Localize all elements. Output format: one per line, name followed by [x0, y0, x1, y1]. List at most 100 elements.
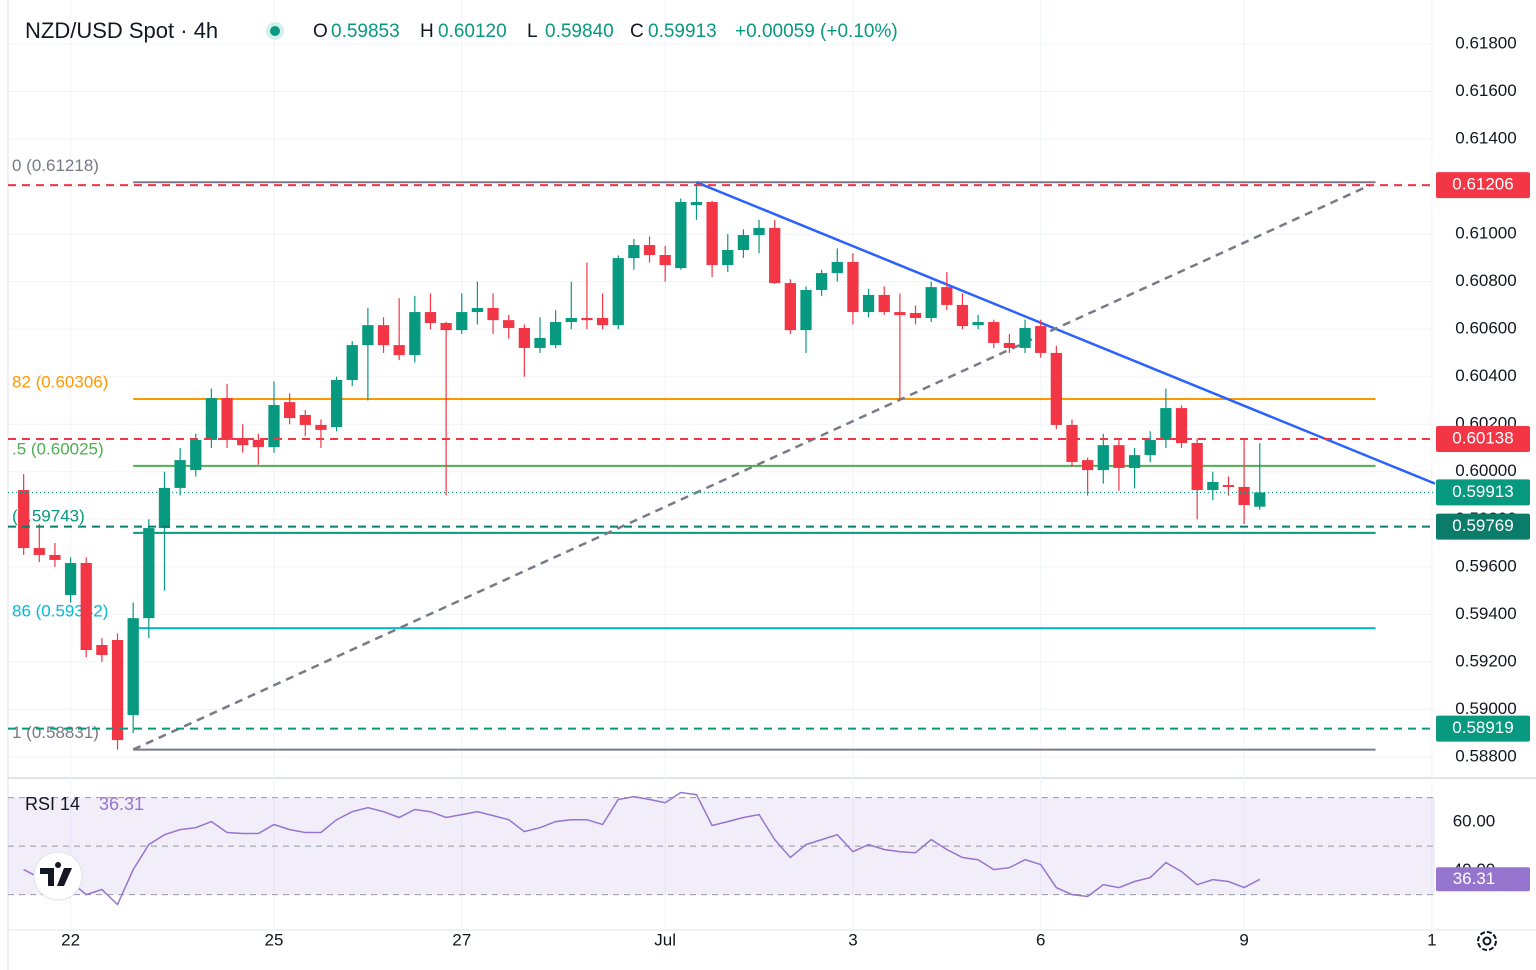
candle-body [706, 202, 718, 265]
gear-outer[interactable] [1477, 931, 1497, 951]
candle-body [64, 563, 77, 596]
candle-body [941, 287, 953, 305]
y-tick-label: 0.60000 [1455, 461, 1516, 480]
candle-body [377, 325, 390, 346]
fib-label: 82 (0.60306) [12, 373, 108, 392]
candle-body [1160, 408, 1172, 440]
x-tick-label: 6 [1036, 930, 1045, 949]
candle-body [972, 322, 984, 326]
y-tick-label: 0.58800 [1455, 746, 1516, 765]
candle-body [346, 345, 358, 381]
candle-body [440, 322, 452, 331]
ohlc-value: 0.60120 [438, 21, 507, 42]
price-tag-label: 0.58919 [1452, 718, 1513, 737]
candle-body [284, 402, 296, 419]
fib-label: .5 (0.60025) [12, 439, 104, 458]
rsi-tag-label: 36.31 [1453, 869, 1496, 888]
candle-body [1035, 326, 1047, 353]
candle-body [96, 645, 108, 655]
rsi-tag [1436, 867, 1530, 892]
candle-body [784, 283, 796, 331]
candle-body [503, 320, 515, 328]
candle-body [518, 327, 530, 348]
candle-body [769, 227, 781, 284]
candle-body [550, 322, 562, 346]
y-tick-label: 0.61600 [1455, 81, 1516, 100]
candle-body [800, 289, 812, 331]
rsi-tick-label: 60.00 [1453, 811, 1496, 830]
ohlc-value: 0.59853 [331, 21, 400, 42]
fib-label: (0.59743) [12, 506, 85, 525]
price-tag [1436, 425, 1530, 452]
x-tick-label: 1 [1427, 930, 1436, 949]
candle-body [252, 439, 264, 448]
y-tick-label: 0.59400 [1455, 604, 1516, 623]
candle-body [237, 438, 249, 446]
candle-body [862, 294, 875, 313]
candle-body [158, 487, 171, 529]
rsi-label: RSI 14 [25, 794, 80, 814]
ohlc-value: 0.59840 [545, 21, 614, 42]
y-tick-label: 0.61800 [1455, 33, 1516, 52]
candle-body [690, 202, 703, 206]
candle-body [816, 273, 828, 290]
candle-body [675, 202, 687, 269]
candle-body [847, 261, 859, 313]
y-tick-label: 0.60800 [1455, 271, 1516, 290]
candle-body [1003, 342, 1016, 348]
rsi-line [23, 791, 1261, 906]
candle-body [456, 312, 468, 331]
candle-body [111, 640, 124, 741]
x-tick-label: 9 [1239, 930, 1248, 949]
y-tick-label: 0.59600 [1455, 556, 1516, 575]
y-tick-label: 0.60400 [1455, 366, 1516, 385]
price-tag [1436, 172, 1530, 199]
price-tag-label: 0.59913 [1452, 482, 1513, 501]
candle-body [1050, 352, 1062, 425]
candle-body [737, 235, 750, 251]
candle-body [659, 255, 671, 265]
ohlc-value: 0.59913 [648, 21, 717, 42]
candle-body [18, 490, 30, 549]
candle-body [315, 424, 327, 430]
candle-body [33, 548, 45, 555]
candle-body [424, 312, 437, 323]
y-tick-label: 0.59200 [1455, 651, 1516, 670]
candle-body [534, 337, 546, 348]
price-tag [1436, 715, 1530, 742]
price-tag [1436, 479, 1530, 506]
candle-body [1144, 439, 1156, 456]
plot-area: 0 (0.61218) 82 (0.60306) .5 (0.60025) (0.59… [8, 156, 1436, 906]
gear-inner[interactable] [1482, 936, 1492, 946]
candle-body [1066, 424, 1078, 463]
candle-body [1128, 455, 1141, 468]
candle-body [362, 325, 374, 346]
ohlc-key: H [420, 21, 434, 42]
candle-body [1082, 460, 1094, 471]
candle-body [409, 312, 421, 356]
trend-line [695, 181, 1436, 485]
candle-body [878, 294, 890, 313]
candle-body [1207, 481, 1219, 491]
settings-icon[interactable] [1477, 931, 1497, 951]
chart-title: NZD/USD Spot · 4h [25, 18, 218, 43]
y-tick-label: 0.61000 [1455, 224, 1516, 243]
y-tick-label: 0.61400 [1455, 129, 1516, 148]
candle-body [1254, 492, 1266, 507]
candle-body [1019, 327, 1031, 348]
candle-body [1097, 445, 1109, 471]
candle-body [299, 414, 311, 425]
rsi-value: 36.31 [99, 794, 144, 814]
logo-mark [40, 862, 72, 886]
candle-body [722, 250, 734, 265]
price-tag [1436, 513, 1530, 540]
candle-body [487, 308, 499, 321]
x-tick-label: 27 [452, 930, 471, 949]
candle-body [894, 312, 906, 316]
candle-body [127, 618, 139, 716]
candle-body [268, 404, 280, 448]
candle-body [471, 308, 484, 313]
candle-body [190, 439, 202, 471]
logo-circle [33, 851, 83, 901]
